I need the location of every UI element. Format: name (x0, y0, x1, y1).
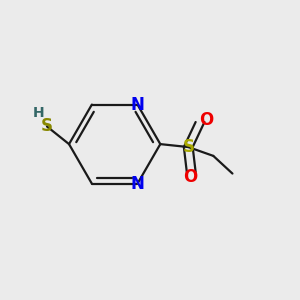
Text: S: S (41, 117, 53, 135)
Text: O: O (183, 167, 197, 185)
Text: S: S (182, 138, 194, 156)
Text: H: H (32, 106, 44, 120)
Text: N: N (130, 96, 144, 114)
Text: N: N (130, 175, 144, 193)
Text: O: O (200, 111, 214, 129)
